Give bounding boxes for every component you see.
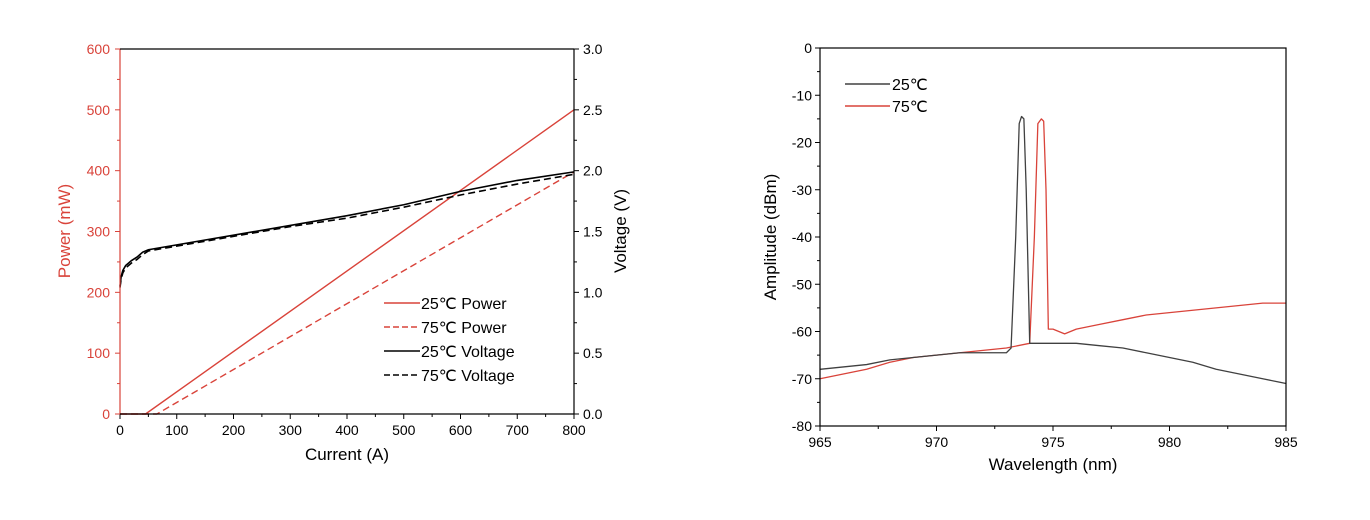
right-chart-ylabel: Amplitude (dBm)	[761, 174, 780, 301]
y-tick-label: -70	[792, 371, 812, 387]
y-tick-label: -80	[792, 418, 812, 434]
series-line-4	[119, 173, 575, 288]
spectrum-line-1	[819, 115, 1287, 385]
y-tick-label: -10	[792, 87, 812, 103]
y-left-tick-label: 200	[87, 284, 111, 300]
y-tick-label: -20	[792, 135, 812, 151]
x-tick-label: 975	[1041, 434, 1065, 450]
y-right-tick-label: 3.0	[583, 41, 603, 57]
x-tick-label: 700	[506, 422, 530, 438]
y-left-tick-label: 500	[87, 102, 111, 118]
x-tick-label: 985	[1274, 434, 1298, 450]
y-left-tick-label: 400	[87, 163, 111, 179]
y-left-tick-label: 300	[87, 224, 111, 240]
y-left-tick-label: 600	[87, 41, 111, 57]
right-chart: 965 970 975 980 985 0 -10 -20 -30 -40 -50 -60 -70 -80…	[761, 40, 1298, 474]
legend-label: 25℃ Power	[421, 296, 507, 313]
y-right-tick-label: 1.0	[583, 284, 603, 300]
y-right-tick-label: 0.5	[583, 345, 603, 361]
left-chart-ylabel-left: Power (mW)	[55, 184, 74, 278]
y-tick-label: -30	[792, 182, 812, 198]
y-left-tick-label: 100	[87, 345, 111, 361]
x-tick-label: 600	[449, 422, 473, 438]
x-tick-label: 100	[165, 422, 189, 438]
x-tick-label: 300	[279, 422, 303, 438]
x-tick-label: 500	[392, 422, 416, 438]
y-right-tick-label: 2.0	[583, 163, 603, 179]
legend-label: 25℃ Voltage	[421, 344, 515, 361]
legend-label: 75℃	[892, 99, 928, 116]
y-right-tick-label: 2.5	[583, 102, 603, 118]
x-tick-label: 965	[808, 434, 832, 450]
y-left-tick-label: 0	[102, 406, 110, 422]
x-tick-label: 800	[562, 422, 586, 438]
left-chart-ylabel-right: Voltage (V)	[611, 189, 630, 273]
y-tick-label: -40	[792, 229, 812, 245]
y-tick-label: 0	[804, 40, 812, 56]
left-chart-legend: 25℃ Power 75℃ Power 25℃ Voltage 75℃ Voltage	[384, 296, 515, 385]
legend-label: 75℃ Voltage	[421, 368, 515, 385]
right-chart-legend: 25℃75℃	[845, 77, 928, 116]
legend-label: 75℃ Power	[421, 320, 507, 337]
x-tick-label: 980	[1158, 434, 1182, 450]
left-chart-xlabel: Current (A)	[305, 445, 389, 464]
y-tick-label: -50	[792, 276, 812, 292]
x-tick-label: 970	[925, 434, 949, 450]
spectrum-line-2	[819, 118, 1286, 380]
x-tick-label: 400	[335, 422, 359, 438]
y-right-tick-label: 1.5	[583, 224, 603, 240]
legend-label: 25℃	[892, 77, 928, 94]
series-line-3	[119, 171, 575, 287]
x-tick-label: 200	[222, 422, 246, 438]
y-tick-label: -60	[792, 324, 812, 340]
y-right-tick-label: 0.0	[583, 406, 603, 422]
x-tick-label: 0	[116, 422, 124, 438]
left-chart: 0 100 200 300 400 500 600 700 800 0 100 200 300 400 50…	[55, 41, 630, 464]
right-chart-xlabel: Wavelength (nm)	[989, 455, 1118, 474]
